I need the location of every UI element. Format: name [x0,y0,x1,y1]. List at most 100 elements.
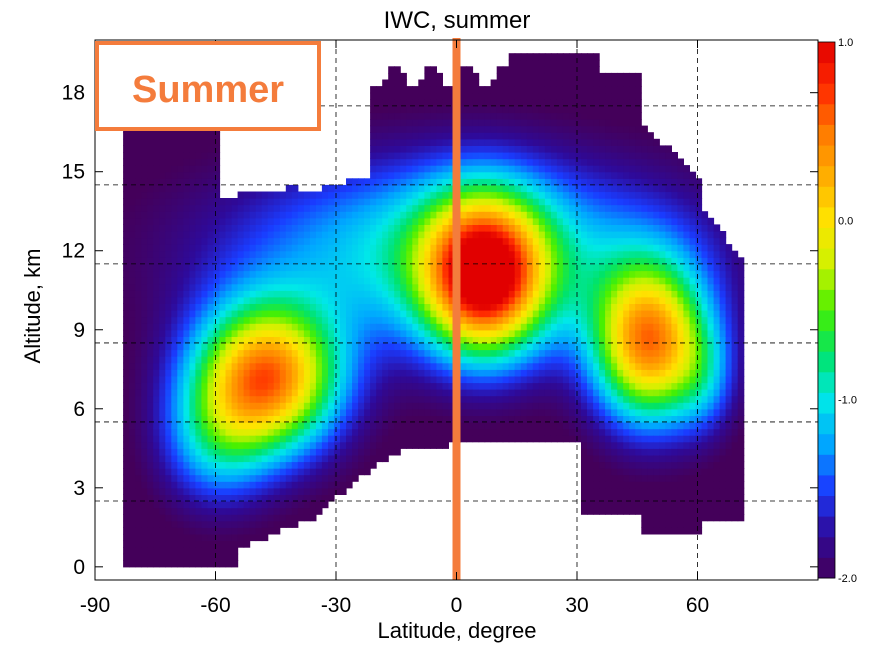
heatmap-cell [291,250,299,258]
heatmap-cell [436,428,443,436]
heatmap-cell [183,204,190,212]
heatmap-cell [544,184,552,193]
heatmap-cell [478,125,486,133]
heatmap-cell [321,501,329,509]
heatmap-cell [340,362,347,370]
heatmap-cell [267,514,275,522]
heatmap-cell [562,283,570,291]
heatmap-cell [520,435,528,443]
heatmap-cell [550,336,558,344]
heatmap-cell [617,92,624,100]
heatmap-cell [376,152,383,160]
heatmap-cell [382,316,389,324]
heatmap-cell [484,132,492,140]
heatmap-cell [562,395,570,403]
heatmap-cell [249,448,257,456]
heatmap-cell [249,408,257,416]
heatmap-cell [400,152,407,160]
heatmap-cell [412,356,419,364]
heatmap-cell [141,356,148,364]
heatmap-cell [593,474,600,482]
heatmap-cell [207,204,215,212]
heatmap-cell [569,362,576,370]
heatmap-cell [189,382,196,390]
heatmap-cell [442,270,449,278]
heatmap-cell [436,191,443,199]
heatmap-cell [231,481,239,489]
heatmap-cell [177,415,184,423]
heatmap-cell [141,217,148,225]
heatmap-cell [273,375,281,384]
heatmap-cell [508,303,516,311]
heatmap-cell [279,402,287,410]
heatmap-cell [213,138,221,146]
heatmap-cell [201,468,208,476]
heatmap-cell [219,435,227,443]
heatmap-cell [466,224,474,232]
heatmap-cell [165,270,172,278]
heatmap-cell [611,257,618,265]
heatmap-cell [189,408,196,416]
heatmap-cell [171,204,178,212]
heatmap-cell [617,323,624,331]
heatmap-cell [315,389,323,397]
heatmap-cell [436,329,443,337]
heatmap-cell [334,382,341,390]
heatmap-cell [213,408,221,416]
heatmap-cell [514,191,522,199]
heatmap-cell [147,178,154,186]
heatmap-cell [382,119,389,127]
heatmap-cell [436,290,443,298]
heatmap-cell [448,310,456,318]
heatmap-cell [243,263,251,272]
heatmap-cell [273,402,281,410]
heatmap-cell [183,132,190,140]
heatmap-cell [123,329,130,337]
heatmap-cell [141,283,148,291]
heatmap-cell [231,514,239,522]
heatmap-cell [599,250,606,258]
heatmap-cell [388,99,395,107]
heatmap-cell [484,191,492,199]
heatmap-cell [569,342,576,351]
heatmap-cell [526,323,534,331]
heatmap-cell [424,231,431,239]
heatmap-cell [219,231,227,239]
heatmap-cell [550,323,558,331]
heatmap-cell [394,165,401,173]
heatmap-cell [129,454,136,463]
heatmap-cell [424,395,431,403]
heatmap-cell [376,132,383,140]
heatmap-cell [617,290,624,298]
heatmap-cell [315,494,323,502]
heatmap-cell [472,244,480,252]
heatmap-cell [448,257,456,265]
heatmap-cell [207,408,215,416]
heatmap-cell [388,72,395,81]
heatmap-cell [400,204,407,212]
heatmap-cell [135,501,142,509]
heatmap-cell [556,415,564,423]
heatmap-cell [231,454,239,463]
heatmap-cell [171,198,178,206]
heatmap-cell [243,415,251,423]
heatmap-cell [418,342,425,351]
heatmap-cell [291,290,299,298]
heatmap-cell [165,132,172,140]
heatmap-cell [147,184,154,193]
heatmap-cell [201,296,208,304]
heatmap-cell [285,277,293,285]
heatmap-cell [526,402,534,410]
heatmap-cell [231,263,239,272]
heatmap-cell [201,501,208,509]
heatmap-cell [611,152,618,160]
heatmap-cell [171,132,178,140]
heatmap-cell [135,342,142,351]
heatmap-cell [526,349,534,357]
heatmap-cell [129,329,136,337]
heatmap-cell [466,105,474,114]
heatmap-cell [490,369,498,377]
heatmap-cell [442,375,449,384]
heatmap-cell [623,441,630,449]
